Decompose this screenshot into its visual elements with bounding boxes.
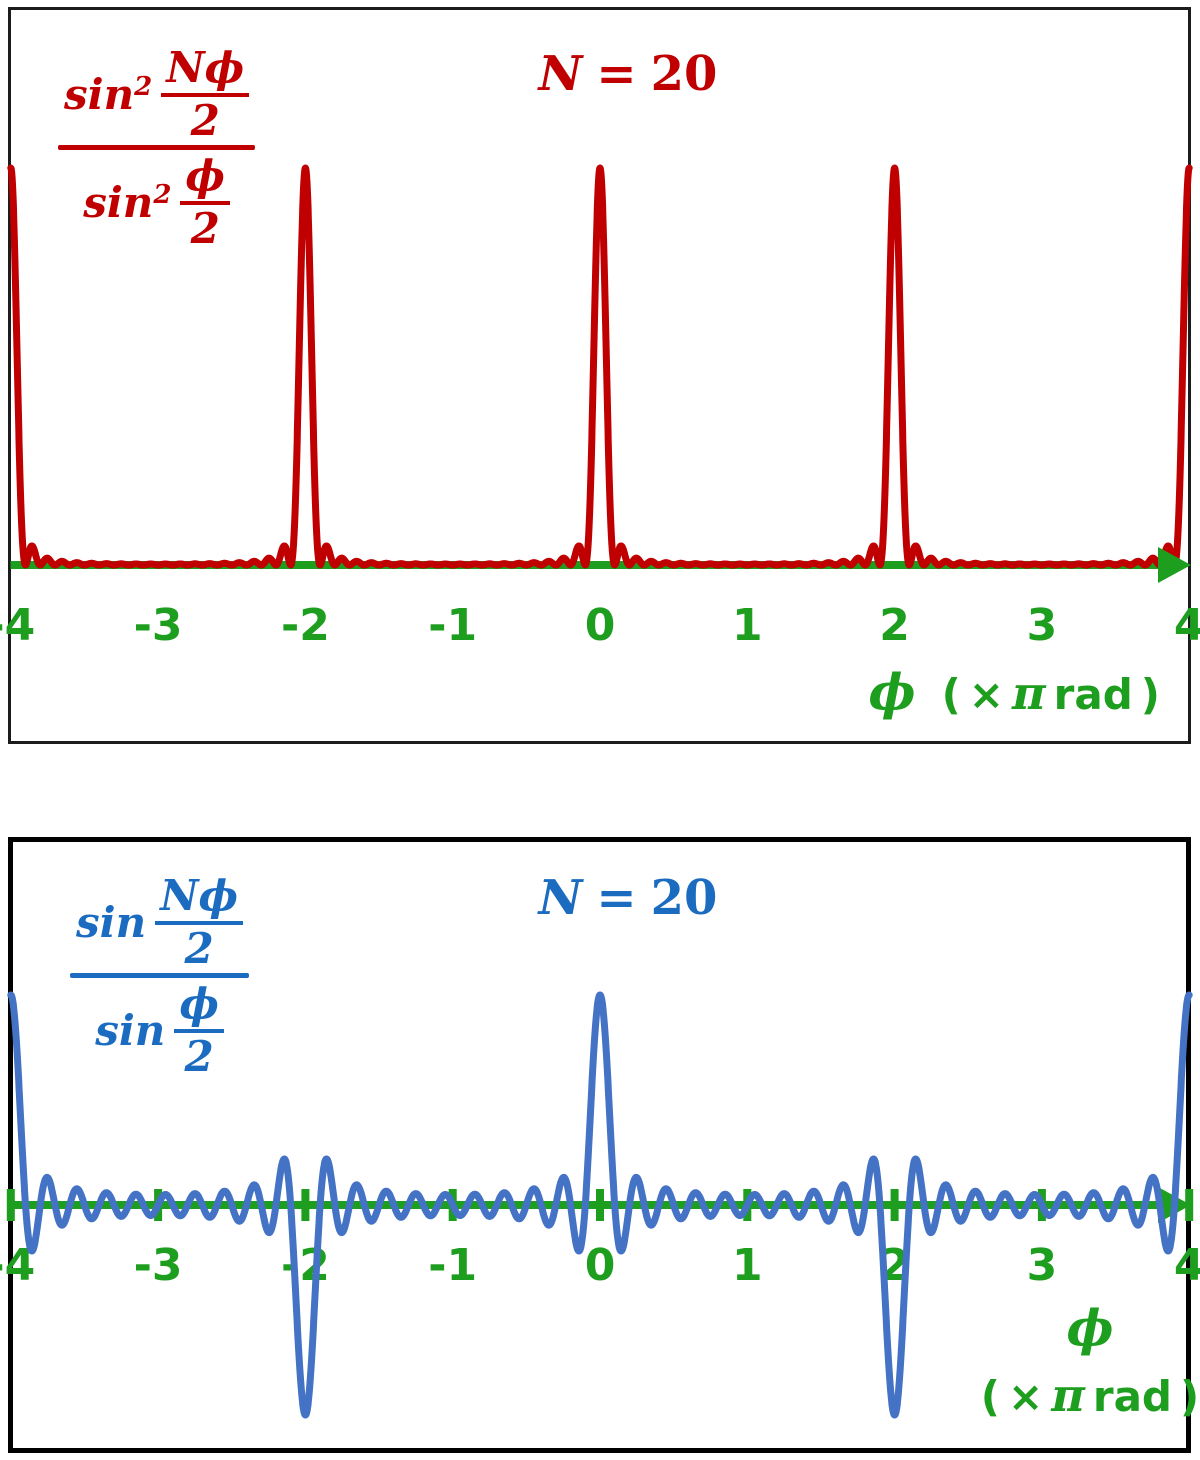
- tick-label: 3: [1026, 1240, 1058, 1291]
- top-formula: sin2 Nϕ 2 sin2 ϕ 2: [58, 45, 256, 251]
- sin: sin: [95, 1005, 166, 1055]
- top-plot-title: N = 20: [538, 46, 718, 102]
- times-symbol: ×: [1008, 1372, 1044, 1421]
- top-x-axis-label: ϕ(× π rad): [868, 662, 1160, 721]
- pi-symbol: π: [1012, 666, 1046, 720]
- tick-label: -3: [133, 600, 183, 651]
- tick-label: 0: [584, 600, 616, 651]
- bottom-x-axis-label-unit: (× π rad): [980, 1368, 1200, 1422]
- phi-symbol: ϕ: [868, 662, 916, 721]
- pi-symbol: π: [1051, 1368, 1085, 1422]
- tick-label: 3: [1026, 600, 1058, 651]
- tick-label: -4: [0, 1240, 36, 1291]
- tick-label: 2: [879, 600, 910, 651]
- phi-symbol: ϕ: [1066, 1298, 1114, 1357]
- bottom-x-axis-label-phi: ϕ: [1000, 1298, 1180, 1358]
- tick-label: 2: [879, 1240, 910, 1291]
- tick-label: -1: [428, 1240, 478, 1291]
- tick-label: -2: [280, 1240, 330, 1291]
- tick-label: 1: [731, 1240, 763, 1291]
- fraction-bar: [58, 145, 256, 151]
- tick-label: 4: [1173, 600, 1200, 651]
- tick-label: -2: [280, 600, 330, 651]
- bottom-formula: sin Nϕ 2 sin ϕ 2: [70, 873, 250, 1079]
- tick-label: 1: [731, 600, 763, 651]
- times-symbol: ×: [968, 670, 1004, 719]
- sin-squared: sin2: [83, 177, 172, 227]
- fraction-bar: [70, 973, 250, 979]
- bottom-plot-title: N = 20: [538, 870, 718, 926]
- tick-label: -4: [0, 600, 36, 651]
- sin-squared: sin2: [64, 69, 153, 119]
- tick-label: 4: [1173, 1240, 1200, 1291]
- tick-label: 0: [584, 1240, 616, 1291]
- tick-label: -3: [133, 1240, 183, 1291]
- sin: sin: [76, 897, 147, 947]
- tick-label: -1: [428, 600, 478, 651]
